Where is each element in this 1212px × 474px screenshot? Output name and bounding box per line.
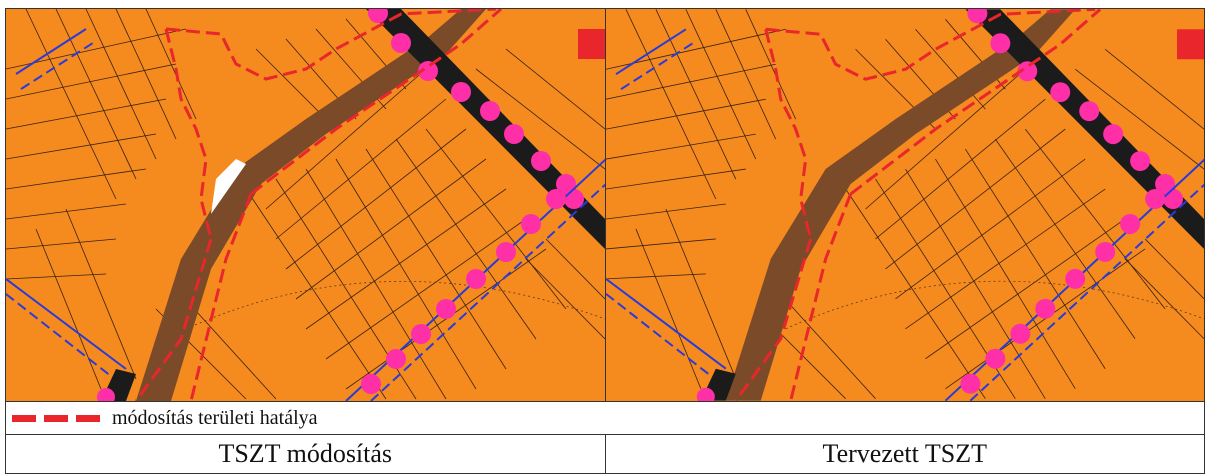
map-panel-tszt-modositas — [6, 9, 606, 401]
utility-dots-upper — [967, 9, 1184, 209]
water-lines — [6, 28, 127, 385]
parcel-lines — [6, 9, 605, 400]
caption-tervezett-tszt: Tervezett TSZT — [822, 439, 987, 468]
brown-road — [725, 9, 1076, 401]
utility-line-lower — [345, 158, 605, 401]
boundary-modification — [134, 9, 502, 401]
boundary-modification — [734, 9, 1102, 401]
utility-dots-upper — [368, 9, 584, 209]
water-lines — [606, 28, 727, 385]
map-panel-tervezett-tszt — [606, 9, 1204, 401]
map-drawing-right — [606, 9, 1204, 401]
map-drawing-left — [6, 9, 605, 401]
brown-road — [136, 9, 486, 401]
legend-row: módosítás területi hatálya — [6, 401, 1204, 435]
parcel-lines — [606, 9, 1204, 399]
caption-row: TSZT módosítás Tervezett TSZT — [6, 435, 1204, 473]
contour-line — [185, 280, 605, 330]
map-comparison-frame: módosítás területi hatálya TSZT módosítá… — [5, 8, 1205, 474]
legend-swatch-dashed-red — [12, 414, 104, 422]
utility-line-lower — [944, 158, 1204, 401]
legend-label: módosítás területi hatálya — [112, 406, 318, 429]
caption-tszt-modositas: TSZT módosítás — [6, 435, 606, 473]
